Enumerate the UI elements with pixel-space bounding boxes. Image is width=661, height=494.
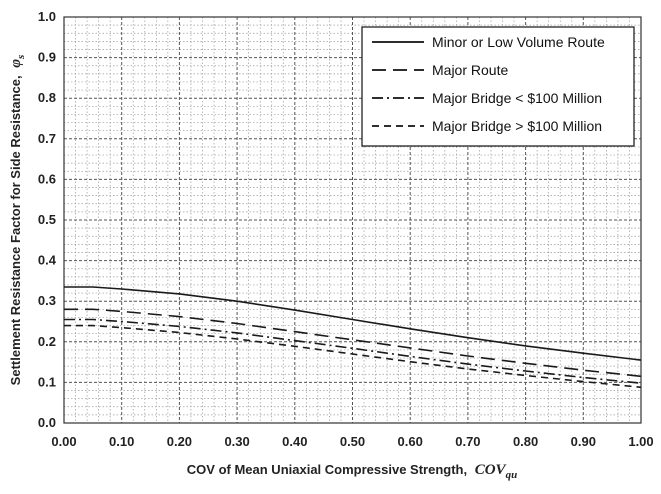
y-axis-label-subscript: s [15, 55, 27, 60]
legend-label: Major Route [432, 62, 508, 78]
y-tick-label: 0.1 [38, 374, 56, 389]
legend-label: Major Bridge > $100 Million [432, 118, 602, 134]
legend-label: Minor or Low Volume Route [432, 34, 605, 50]
x-tick-label: 0.30 [224, 434, 249, 449]
y-tick-labels: 0.0 0.1 0.2 0.3 0.4 0.5 0.6 0.7 0.8 0.9 1.0 [38, 9, 57, 430]
series-lines [64, 286, 642, 389]
y-tick-label: 0.0 [38, 415, 56, 430]
legend-box [361, 26, 635, 147]
x-axis-label-symbol: COV [475, 462, 508, 478]
x-axis-label-subscript: qu [506, 469, 518, 481]
x-tick-label: 0.60 [398, 434, 423, 449]
y-tick-label: 0.5 [38, 212, 56, 227]
series-line [64, 324, 642, 389]
y-tick-label: 0.9 [38, 50, 56, 65]
x-tick-label: 1.00 [628, 434, 653, 449]
x-tick-label: 0.70 [455, 434, 480, 449]
legend: Minor or Low Volume Route Major Route Majo… [361, 26, 635, 147]
y-tick-label: 1.0 [38, 9, 56, 24]
legend-label: Major Bridge < $100 Million [432, 90, 602, 106]
x-tick-label: 0.40 [282, 434, 307, 449]
y-tick-label: 0.4 [38, 253, 57, 268]
plot-frame [63, 16, 642, 424]
legend-items: Minor or Low Volume Route Major Route Majo… [372, 34, 605, 134]
x-tick-label: 0.90 [571, 434, 596, 449]
x-tick-label: 0.50 [340, 434, 365, 449]
y-axis-label: Settlement Resistance Factor for Side Re… [8, 55, 27, 386]
x-tick-label: 0.00 [51, 434, 76, 449]
x-tick-label: 0.80 [513, 434, 538, 449]
x-axis-label-text: COV of Mean Uniaxial Compressive Strengt… [187, 462, 467, 477]
x-tick-label: 0.10 [109, 434, 134, 449]
y-axis-label-text: Settlement Resistance Factor for Side Re… [8, 75, 23, 385]
x-tick-label: 0.20 [167, 434, 192, 449]
y-axis-label-symbol: φ [8, 59, 24, 68]
series-line [64, 308, 642, 378]
x-axis-label: COV of Mean Uniaxial Compressive Strengt… [187, 462, 517, 481]
y-tick-label: 0.6 [38, 171, 56, 186]
series-line [64, 286, 642, 361]
y-tick-label: 0.8 [38, 90, 56, 105]
y-tick-label: 0.2 [38, 334, 56, 349]
series-line [64, 318, 642, 384]
y-tick-label: 0.7 [38, 131, 56, 146]
y-tick-label: 0.3 [38, 293, 56, 308]
x-tick-labels: 0.00 0.10 0.20 0.30 0.40 0.50 0.60 0.70 0.80 0.90… [51, 434, 653, 449]
